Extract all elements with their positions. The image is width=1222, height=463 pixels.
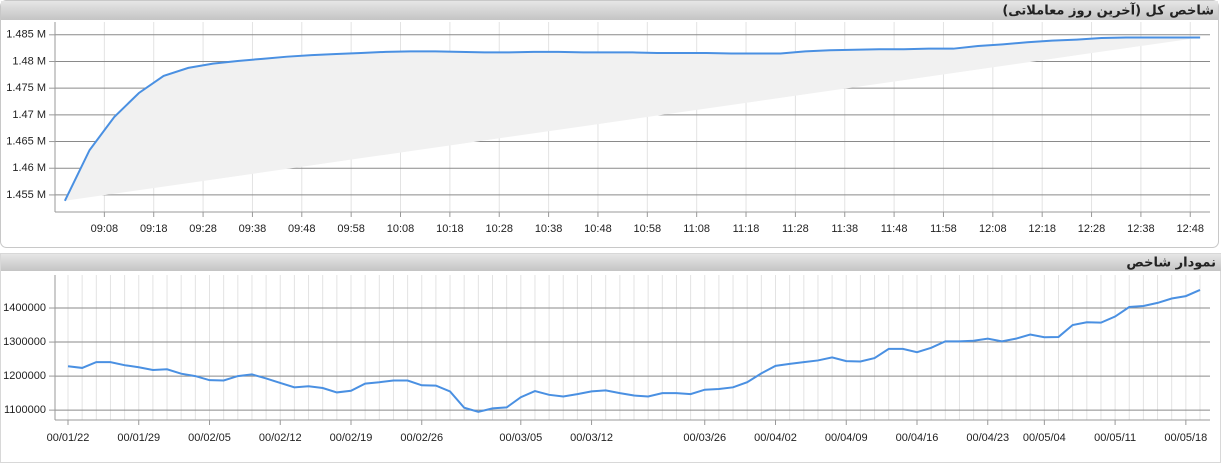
x-tick-label: 12:08 <box>979 223 1007 235</box>
x-tick-label: 10:48 <box>584 223 612 235</box>
chart-title: نمودار شاخص <box>1126 256 1216 271</box>
x-tick-label: 00/04/23 <box>966 432 1009 444</box>
panel-header <box>1 1 1218 20</box>
x-tick-label: 09:08 <box>91 223 119 235</box>
series-line <box>63 36 1201 202</box>
x-tick-label: 00/02/26 <box>400 432 443 444</box>
y-tick-label: 1.485 M <box>6 29 46 41</box>
x-tick-label: 12:18 <box>1028 223 1056 235</box>
x-tick-label: 00/05/11 <box>1094 432 1136 444</box>
x-tick-label: 10:58 <box>634 223 662 235</box>
x-tick-label: 00/03/12 <box>570 432 613 444</box>
x-tick-label: 09:58 <box>337 223 365 235</box>
x-tick-label: 09:48 <box>288 223 316 235</box>
x-tick-label: 09:38 <box>239 223 267 235</box>
y-tick-label: 1.465 M <box>6 135 46 147</box>
y-tick-label: 1.46 M <box>12 162 46 174</box>
y-tick-label: 1400000 <box>3 302 46 314</box>
x-tick-label: 00/01/22 <box>47 432 90 444</box>
x-tick-label: 11:48 <box>881 223 908 235</box>
x-tick-label: 12:28 <box>1078 223 1106 235</box>
y-tick-label: 1.455 M <box>6 189 46 201</box>
x-tick-label: 09:18 <box>140 223 168 235</box>
x-tick-label: 00/01/29 <box>117 432 160 444</box>
x-tick-label: 00/03/26 <box>683 432 726 444</box>
x-tick-label: 10:18 <box>436 223 464 235</box>
x-tick-label: 11:58 <box>930 223 957 235</box>
x-tick-label: 00/05/04 <box>1023 432 1066 444</box>
x-tick-label: 00/02/05 <box>188 432 231 444</box>
x-tick-label: 12:48 <box>1176 223 1204 235</box>
x-tick-label: 00/05/18 <box>1164 432 1207 444</box>
y-tick-label: 1200000 <box>3 370 46 382</box>
chart-title: شاخص کل (آخرین روز معاملاتی) <box>1002 2 1214 19</box>
x-tick-label: 10:38 <box>535 223 563 235</box>
y-tick-label: 1300000 <box>3 336 46 348</box>
panel <box>0 253 1221 463</box>
x-tick-label: 11:28 <box>782 223 809 235</box>
x-tick-label: 00/03/05 <box>499 432 542 444</box>
shade <box>64 37 1201 201</box>
x-tick-label: 00/02/19 <box>330 432 373 444</box>
y-tick-label: 1100000 <box>4 404 46 416</box>
y-tick-label: 1.48 M <box>12 55 46 67</box>
y-tick-label: 1.475 M <box>6 82 46 94</box>
panel-header <box>1 254 1221 271</box>
series-line <box>67 289 1201 413</box>
x-tick-label: 00/02/12 <box>259 432 302 444</box>
x-tick-label: 00/04/09 <box>825 432 868 444</box>
x-tick-label: 09:28 <box>189 223 217 235</box>
y-tick-label: 1.47 M <box>12 109 46 121</box>
x-tick-label: 10:28 <box>485 223 513 235</box>
x-tick-label: 12:38 <box>1127 223 1155 235</box>
x-tick-label: 11:08 <box>683 223 710 235</box>
x-tick-label: 00/04/16 <box>896 432 939 444</box>
x-tick-label: 10:08 <box>387 223 415 235</box>
x-tick-label: 11:38 <box>831 223 858 235</box>
x-tick-label: 11:18 <box>733 223 760 235</box>
x-tick-label: 00/04/02 <box>754 432 797 444</box>
